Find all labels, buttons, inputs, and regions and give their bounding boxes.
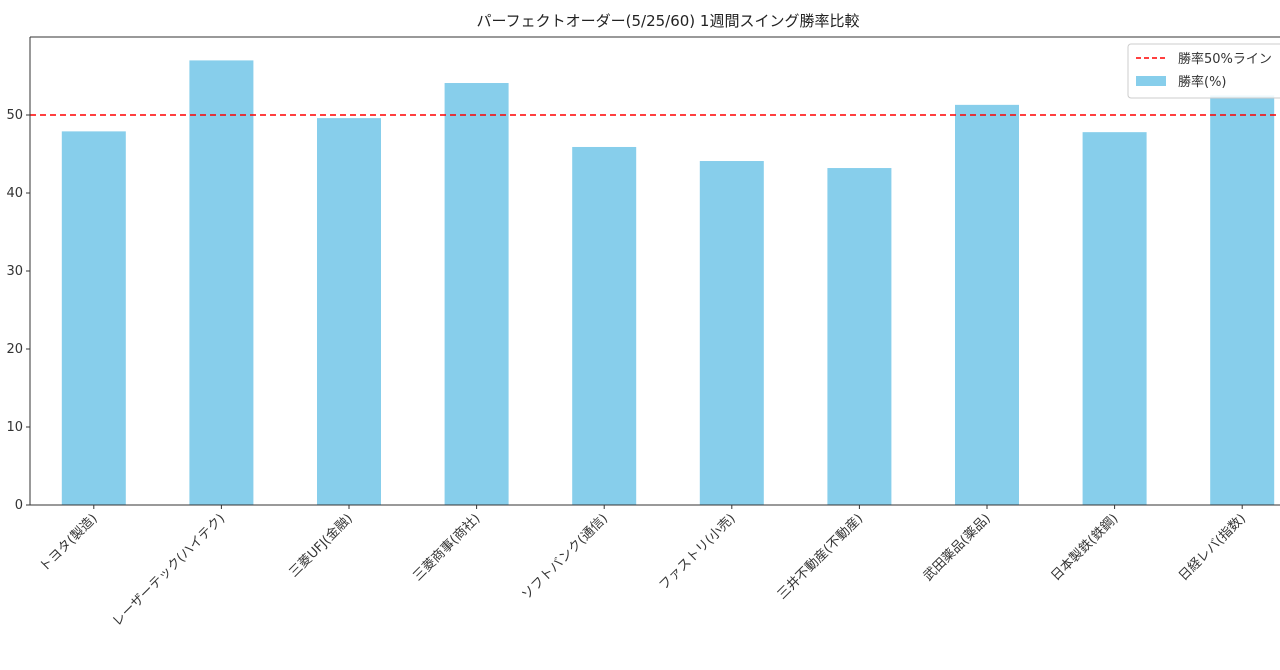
bar (189, 60, 254, 506)
x-tick-label: トヨタ(製造) (37, 511, 101, 575)
x-tick-label: 三菱商事(商社) (410, 511, 484, 585)
y-tick-label: 30 (6, 264, 23, 279)
chart-title: パーフェクトオーダー(5/25/60) 1週間スイング勝率比較 (477, 12, 860, 30)
x-tick-label: 三菱UFJ(金融) (286, 511, 356, 581)
bar (61, 131, 126, 505)
bar (1082, 132, 1147, 505)
bar (317, 118, 381, 506)
legend: 勝率50%ライン 勝率(%) (1127, 43, 1280, 99)
legend-series-label: 勝率(%) (1178, 74, 1227, 90)
bar (699, 161, 764, 505)
bar (827, 168, 892, 506)
x-tick-label: 日本製鉄(鉄鋼) (1048, 511, 1121, 584)
x-tick-label: ソフトバンク(通信) (519, 511, 611, 603)
y-tick-label: 50 (6, 108, 23, 123)
x-tick-label: 三井不動産(不動産) (774, 511, 866, 603)
bar (572, 146, 637, 506)
x-tick-label: 武田薬品(薬品) (921, 511, 994, 584)
bar (444, 83, 509, 506)
legend-bar-swatch (1136, 76, 1166, 86)
y-tick-label: 20 (6, 342, 23, 357)
x-tick-label: 日経レバ(指数) (1176, 511, 1249, 584)
y-tick-label: 40 (6, 186, 23, 201)
bar (1210, 95, 1275, 505)
x-tick-label: レーザーテック(ハイテク) (110, 511, 228, 629)
y-tick-label: 10 (6, 420, 23, 435)
y-tick-label: 0 (15, 498, 23, 513)
x-tick-label: ファストリ(小売) (656, 511, 739, 594)
bar (955, 104, 1019, 506)
legend-refline-label: 勝率50%ライン (1178, 51, 1272, 67)
